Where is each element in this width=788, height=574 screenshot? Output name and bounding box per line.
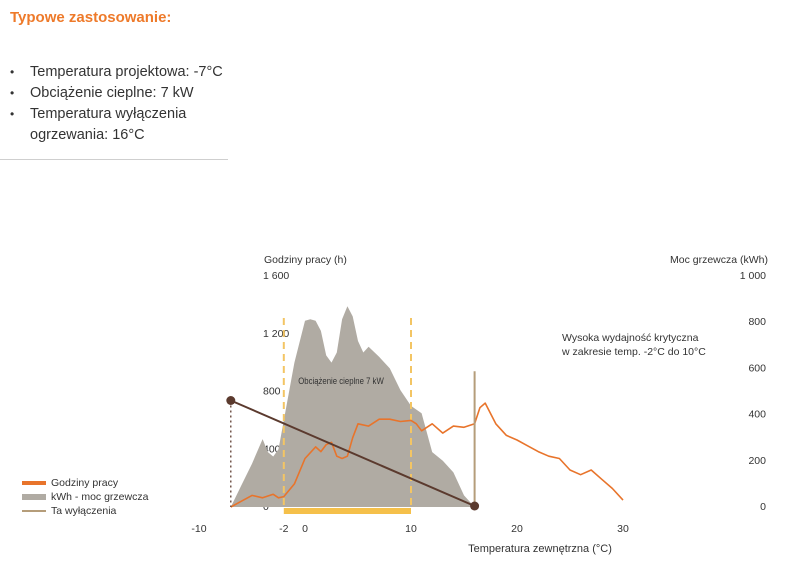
yticks-right: 0 200 400 600 800 1 000 [740,270,766,513]
section-title: Typowe zastosowanie: [10,9,172,26]
legend-item-hours: Godziny pracy [22,476,148,490]
ylabel-left: Godziny pracy (h) [264,254,347,266]
spec-heat-load: Obciążenie cieplne: 7 kW [10,83,230,104]
spec-design-temperature: Temperatura projektowa: -7°C [10,62,230,83]
ytick-right-label: 0 [760,501,766,513]
legend-label-cutoff: Ta wyłączenia [51,505,117,517]
legend-swatch-hours [22,481,46,485]
ylabel-right: Moc grzewcza (kWh) [670,254,768,266]
chart-marks: Obciążenie cieplne 7 kW Wysoka wydajność … [226,306,706,514]
annotation-critical-line-1: Wysoka wydajność krytyczna [562,332,699,344]
annotation-critical-line-2: w zakresie temp. -2°C do 10°C [561,346,706,358]
xticks: -10 -2 0 10 20 30 [191,523,629,535]
xtick-label: 20 [511,523,523,535]
ytick-right-label: 600 [748,362,766,374]
chart-legend: Godziny pracy kWh - moc grzewcza Ta wyłą… [22,476,148,518]
spec-cutoff-temperature: Temperatura wyłączenia ogrzewania: 16°C [10,104,230,146]
ytick-right-label: 400 [748,409,766,421]
ytick-right-label: 1 000 [740,270,766,282]
xtick-label: -10 [191,523,206,535]
legend-swatch-heating-power [22,494,46,500]
ytick-left-label: 1 200 [263,328,289,340]
series-heating-power-area [230,306,475,507]
xtick-label: 0 [302,523,308,535]
legend-item-cutoff: Ta wyłączenia [22,504,148,518]
annotation-heat-load: Obciążenie cieplne 7 kW [298,375,384,386]
legend-label-hours: Godziny pracy [51,477,119,489]
design-load-start-point [226,396,236,405]
legend-swatch-cutoff [22,510,46,512]
legend-item-heating-power: kWh - moc grzewcza [22,490,148,504]
xlabel: Temperatura zewnętrzna (°C) [468,543,612,555]
xtick-label: 30 [617,523,629,535]
series-operating-hours-line [230,402,624,508]
xtick-label: -2 [279,523,288,535]
ytick-left-label: 1 600 [263,270,289,282]
critical-range-band [283,508,411,514]
xtick-label: 10 [405,523,417,535]
ytick-left-label: 800 [263,386,281,398]
design-load-end-point [470,501,480,511]
ytick-right-label: 200 [748,455,766,467]
design-load-line [230,399,475,507]
ytick-right-label: 800 [748,316,766,328]
section-divider [0,159,228,160]
spec-list: Temperatura projektowa: -7°C Obciążenie … [10,62,230,146]
legend-label-heating-power: kWh - moc grzewcza [51,491,149,503]
